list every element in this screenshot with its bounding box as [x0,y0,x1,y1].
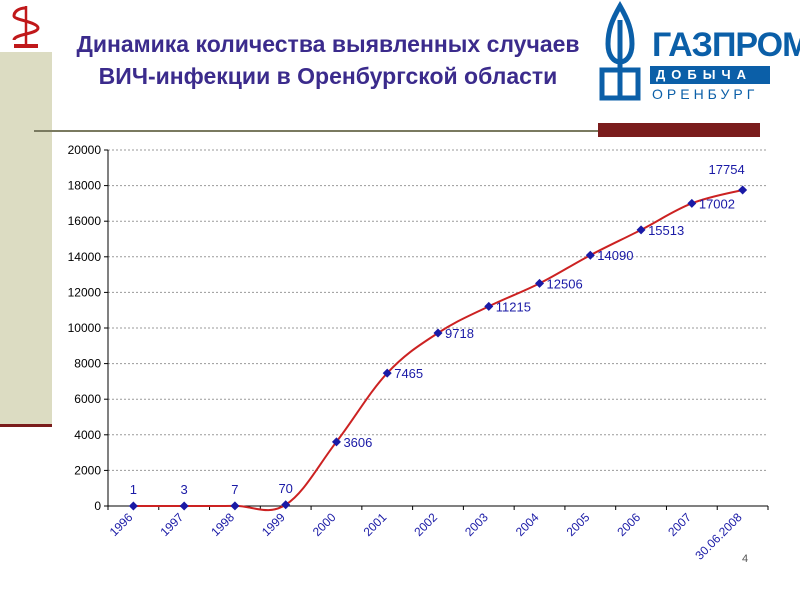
x-tick-label: 1997 [157,510,186,539]
x-tick-label: 2002 [411,510,440,539]
y-tick-label: 10000 [68,321,102,335]
gazprom-flame-icon [599,0,641,101]
data-label: 7465 [394,366,423,381]
data-point-marker [738,185,748,195]
data-label: 3 [181,482,188,497]
data-point-marker [535,278,545,288]
title-divider [34,130,760,132]
y-tick-label: 20000 [68,143,102,157]
logo-sub-background [650,66,770,84]
data-label: 17754 [709,162,745,177]
data-label: 3606 [343,435,372,450]
title-divider-accent [598,123,760,137]
y-tick-label: 6000 [74,392,101,406]
decorative-side-line [0,424,52,427]
data-label: 14090 [597,248,633,263]
y-tick-label: 2000 [74,463,101,477]
logo-main-text: ГАЗПРОМ [652,26,800,64]
logo-sub-text: ДОБЫЧА [656,67,752,82]
data-point-marker [382,368,392,378]
data-label: 1 [130,482,137,497]
medical-caduceus-icon [4,4,48,52]
x-tick-label: 2000 [310,510,339,539]
data-label: 9718 [445,326,474,341]
y-tick-label: 16000 [68,214,102,228]
y-tick-label: 4000 [74,428,101,442]
decorative-side-band [0,52,52,426]
series-line [133,189,743,512]
x-tick-label: 1998 [208,510,237,539]
data-label: 12506 [547,276,583,291]
data-label: 7 [231,482,238,497]
data-point-marker [484,301,494,311]
data-point-marker [687,198,697,208]
data-label: 15513 [648,223,684,238]
y-tick-label: 18000 [68,179,102,193]
data-point-marker [433,328,443,338]
x-tick-label: 2004 [513,510,542,539]
page-title: Динамика количества выявленных случаев В… [76,31,580,89]
data-point-marker [179,501,189,511]
x-tick-label: 30.06.2008 [692,510,745,563]
page-number: 4 [742,553,749,565]
data-point-marker [128,501,138,511]
data-label: 11215 [496,299,531,314]
gazprom-logo: ГАЗПРОМ ДОБЫЧА ОРЕНБУРГ [590,0,800,110]
y-tick-label: 8000 [74,357,101,371]
x-tick-label: 2006 [614,510,643,539]
data-point-marker [281,500,291,510]
data-label: 70 [278,481,292,496]
logo-region-text: ОРЕНБУРГ [652,86,759,102]
x-tick-label: 2005 [564,510,593,539]
y-tick-label: 0 [94,499,101,513]
x-tick-label: 2001 [361,510,390,539]
x-tick-label: 1996 [107,510,136,539]
data-label: 17002 [699,196,735,211]
data-point-marker [585,250,595,260]
y-tick-label: 12000 [68,285,102,299]
x-tick-label: 2007 [665,510,694,539]
x-tick-label: 1999 [259,510,288,539]
data-point-marker [331,437,341,447]
data-point-marker [230,501,240,511]
y-tick-label: 14000 [68,250,102,264]
x-tick-label: 2003 [462,510,491,539]
data-point-marker [636,225,646,235]
